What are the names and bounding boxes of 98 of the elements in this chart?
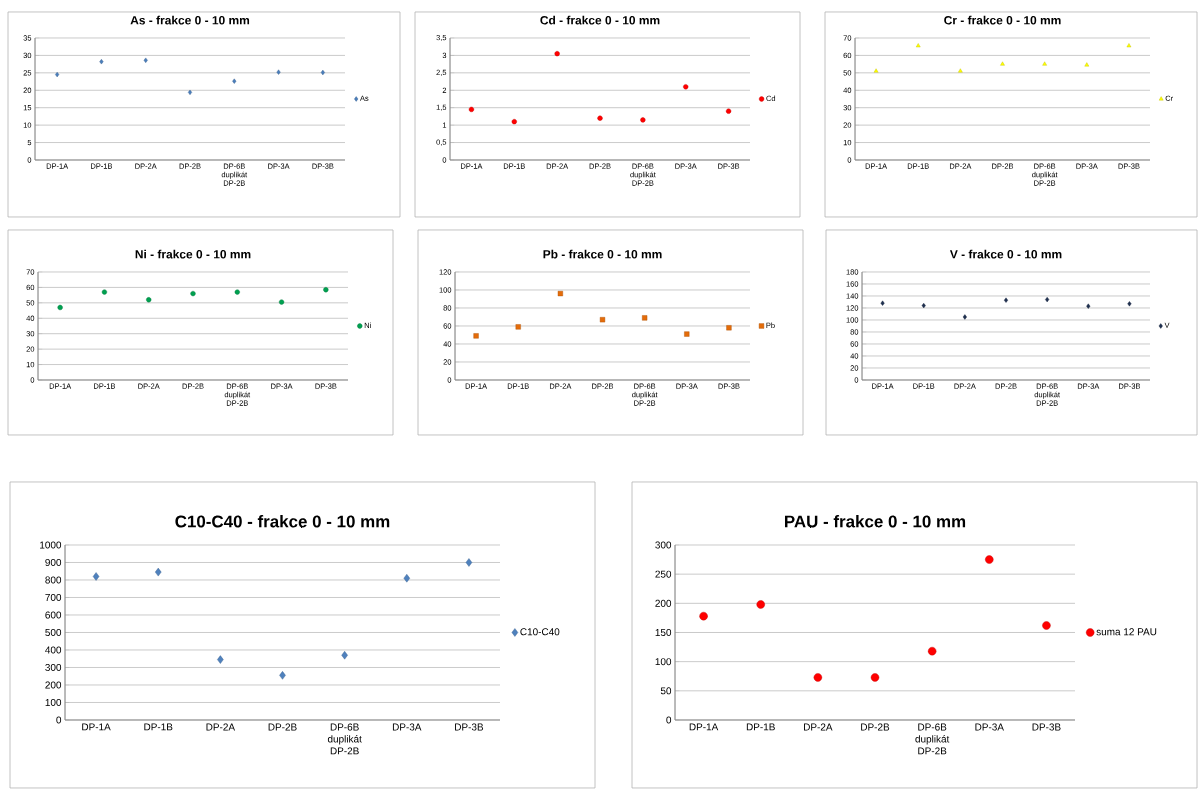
y-tick-label: 900 [45,558,62,567]
y-tick-label: 100 [655,658,672,666]
point [232,78,237,84]
point [515,324,521,330]
point [146,297,152,303]
chart-title: As - frakce 0 - 10 mm [130,15,250,25]
point [684,331,690,337]
point [468,106,475,113]
x-tick-label: DP-1A [82,723,111,731]
point [1127,301,1132,307]
x-tick-label: DP-3B [1032,723,1061,731]
x-tick-label: DP-3A [392,723,422,731]
x-tick-label: DP-3B [455,723,484,731]
x-tick-label: DP-2A [206,723,236,731]
point [1042,621,1051,630]
point [465,558,473,567]
y-tick-label: 100 [45,698,62,707]
point [683,84,689,90]
point [813,673,823,682]
point [190,290,196,297]
y-tick-label: 600 [45,611,62,619]
point [1004,297,1009,303]
chart-title: Ni - frakce 0 - 10 mm [135,249,251,259]
point [341,651,348,660]
y-tick-label: 400 [45,646,62,654]
chart-title: Cd - frakce 0 - 10 mm [540,15,660,25]
point [101,289,108,295]
point [473,333,479,339]
point [599,317,606,323]
chart-title: PAU - frakce 0 - 10 mm [785,515,966,528]
point [1045,296,1050,303]
y-tick-label: 300 [655,541,672,549]
point [870,673,880,682]
point [1086,303,1091,309]
point [985,555,994,564]
point [756,600,765,609]
x-tick-label: DP-2A [804,723,833,731]
y-tick-label: 1000 [40,541,62,549]
point [554,51,560,57]
y-tick-label: 50 [660,687,672,695]
x-tick-label: DP-6B duplikát DP-2B [327,723,362,755]
point [725,108,732,114]
point [279,671,286,680]
point [726,325,732,331]
point [873,68,879,73]
point [699,611,708,621]
point [958,68,963,73]
y-tick-label: 800 [45,576,62,584]
point [642,315,648,321]
y-tick-label: 0 [666,716,672,724]
point [921,302,926,309]
point [320,69,325,76]
point [92,572,100,581]
point [880,300,885,306]
point [57,304,63,311]
point [962,314,967,320]
y-tick-label: 500 [45,628,62,637]
x-tick-label: DP-6B duplikát DP-2B [915,723,950,755]
point [1000,61,1005,66]
y-tick-label: 200 [45,681,62,689]
point [915,43,921,48]
chart-title: C10-C40 - frakce 0 - 10 mm [175,515,390,528]
point [557,290,563,297]
point [511,119,517,125]
chart-title: V - frakce 0 - 10 mm [949,249,1062,259]
chart-title: Pb - frakce 0 - 10 mm [543,249,662,259]
point [217,655,224,664]
y-tick-label: 300 [45,663,62,672]
x-tick-label: DP-3A [975,723,1004,731]
point [403,574,410,583]
chart-title: Cr - frakce 0 - 10 mm [944,15,1061,25]
legend-label: suma 12 PAU [1096,628,1157,636]
x-tick-label: DP-2B [268,723,297,731]
x-tick-label: DP-1A [689,723,719,731]
y-tick-label: 700 [45,593,62,602]
point [640,117,646,123]
legend-label: C10-C40 [520,628,560,636]
point [1084,62,1090,67]
point [99,59,104,65]
point [143,57,148,63]
y-tick-label: 0 [56,716,62,724]
point [1126,43,1132,48]
point [927,646,937,656]
point [234,289,240,295]
y-tick-label: 250 [655,570,672,578]
point [276,69,281,75]
y-tick-label: 200 [655,599,672,607]
x-tick-label: DP-2B [861,723,890,731]
point [1042,61,1047,66]
point [323,287,329,293]
point [597,115,603,121]
point [278,299,285,305]
point [55,71,60,78]
x-tick-label: DP-1B [144,723,173,731]
point [188,89,192,95]
point [155,567,162,577]
y-tick-label: 150 [655,628,672,637]
x-tick-label: DP-1B [746,723,775,731]
